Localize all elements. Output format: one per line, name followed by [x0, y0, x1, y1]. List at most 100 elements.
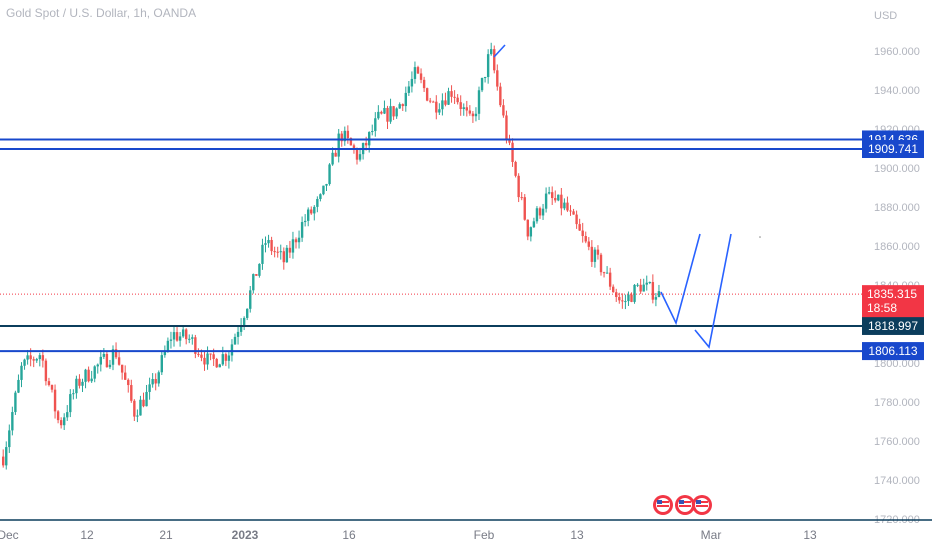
candle-body	[35, 359, 38, 361]
candle-body	[188, 338, 191, 340]
level-price-tag	[862, 140, 924, 159]
candle-body	[41, 355, 45, 361]
candle-body	[349, 138, 353, 146]
candle-body	[197, 353, 200, 355]
candle-body	[520, 197, 523, 199]
candle-body	[404, 92, 407, 107]
candle-body	[627, 294, 630, 302]
price-axis[interactable]	[862, 0, 932, 550]
candle-body	[383, 107, 386, 114]
candle-body	[563, 202, 566, 209]
candle-body	[194, 337, 197, 354]
candle-body	[569, 210, 572, 212]
candle-body	[23, 359, 26, 366]
candle-body	[538, 208, 542, 216]
candle-body	[615, 292, 618, 297]
candle-body	[20, 365, 23, 380]
candle-body	[69, 394, 72, 413]
candle-body	[252, 274, 255, 291]
candle-body	[38, 355, 41, 360]
candle-body	[303, 220, 307, 223]
candle-body	[450, 91, 453, 97]
candle-body	[185, 329, 188, 340]
projection-path-2[interactable]	[694, 233, 732, 349]
candle-body	[157, 372, 160, 384]
candle-body	[270, 239, 273, 252]
candle-body	[334, 152, 337, 157]
candle-body	[307, 209, 310, 221]
candle-body	[117, 357, 121, 365]
candle-body	[127, 379, 130, 386]
candle-body	[230, 344, 234, 356]
candle-body	[17, 379, 20, 393]
candle-body	[483, 77, 487, 79]
candle-body	[557, 194, 560, 201]
candle-body	[386, 107, 389, 122]
candle-body	[32, 359, 35, 361]
candle-body	[163, 351, 167, 356]
candle-body	[602, 272, 606, 274]
candle-body	[261, 244, 264, 264]
x-tick-label: 21	[159, 528, 173, 542]
candle-body	[544, 193, 548, 209]
candle-body	[273, 251, 276, 253]
level-price-tag	[862, 316, 924, 335]
candle-body	[465, 107, 468, 111]
candle-body	[508, 139, 511, 143]
candle-body	[120, 364, 124, 373]
candle-body	[505, 115, 508, 140]
candle-body	[29, 355, 32, 360]
candle-body	[477, 90, 481, 114]
candle-body	[608, 272, 612, 287]
projection-path-1[interactable]	[660, 233, 701, 326]
candle-body	[108, 364, 112, 368]
candle-body	[236, 331, 240, 337]
level-price-label: 1806.113	[868, 344, 917, 358]
candle-body	[276, 251, 279, 253]
us-flag-canton	[657, 500, 662, 504]
candle-body	[605, 272, 609, 274]
candle-body	[352, 145, 356, 150]
candle-body	[337, 133, 340, 157]
candle-body	[624, 301, 627, 303]
candle-body	[169, 339, 173, 341]
candle-body	[547, 192, 551, 194]
peak-trendline[interactable]	[493, 44, 506, 58]
us-flag-stripe	[696, 505, 708, 507]
candle-body	[178, 336, 182, 341]
candle-body	[468, 110, 472, 114]
chart-title: Gold Spot / U.S. Dollar, 1h, OANDA	[6, 6, 197, 20]
candle-body	[212, 354, 215, 359]
countdown-label: 18:58	[867, 301, 897, 315]
candle-body	[599, 254, 603, 273]
candle-body	[419, 73, 423, 80]
candle-body	[151, 379, 154, 385]
candle-body	[111, 349, 115, 365]
candle-body	[459, 102, 462, 110]
candle-body	[313, 206, 316, 214]
drawing-point	[759, 236, 761, 238]
candle-body	[490, 49, 493, 55]
candle-body	[139, 399, 142, 416]
candle-body	[59, 420, 63, 426]
x-tick-label: 16	[342, 528, 356, 542]
candle-body	[633, 284, 636, 302]
x-tick-label: 2023	[232, 528, 259, 542]
candle-body	[53, 389, 57, 412]
x-tick-label: 13	[570, 528, 584, 542]
candle-body	[630, 294, 633, 302]
candle-body	[444, 100, 447, 105]
candle-body	[172, 332, 176, 340]
candle-body	[587, 241, 590, 247]
candle-body	[218, 364, 221, 368]
candle-body	[206, 353, 209, 365]
candle-body	[288, 247, 292, 253]
current-price-label: 1835.315	[867, 287, 917, 301]
candle-body	[581, 230, 584, 237]
candle-body	[145, 391, 148, 407]
x-tick-label: 13	[803, 528, 817, 542]
candle-body	[75, 378, 78, 394]
candle-body	[26, 355, 29, 360]
